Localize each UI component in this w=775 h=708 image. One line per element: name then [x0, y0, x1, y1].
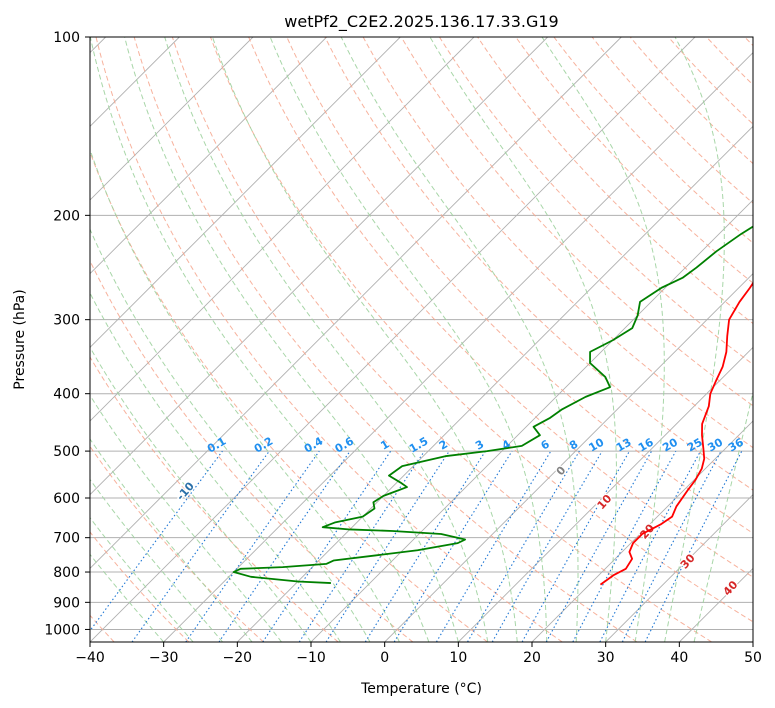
moist-adiabat-line	[124, 37, 459, 642]
y-tick-label: 800	[53, 565, 80, 581]
dry-adiabat-line	[90, 150, 488, 642]
dry-adiabat-line	[171, 37, 712, 642]
dry-adiabat-line	[553, 37, 753, 244]
x-tick-label: 10	[449, 650, 467, 666]
moist-adiabat-line	[90, 346, 312, 642]
moist-adiabat-line	[90, 148, 400, 642]
moist-adiabat-line	[693, 390, 753, 642]
mixing-ratio-line	[90, 450, 223, 632]
temperature-profile-line	[599, 281, 753, 586]
mixing-ratio-line	[185, 450, 320, 642]
y-tick-label: 900	[53, 595, 80, 611]
moist-adiabat-line	[164, 37, 489, 642]
isotherm-line	[90, 37, 254, 201]
dry-adiabat-lines	[90, 37, 753, 642]
y-tick-label: 200	[53, 208, 80, 224]
moist-adiabat-line	[90, 478, 223, 642]
dry-adiabat-line	[248, 37, 753, 578]
dry-adiabat-line	[629, 37, 753, 165]
isotherm-line	[237, 125, 753, 642]
isotherm-line	[90, 37, 548, 496]
x-tick-label: −40	[75, 650, 105, 666]
y-tick-label: 300	[53, 313, 80, 329]
mixing-ratio-line	[262, 450, 392, 642]
mixing-ratio-line	[521, 450, 630, 642]
y-tick-label: 500	[53, 444, 80, 460]
y-axis-ticks: 100 200 300 400 500 600 700 800 900 1000	[44, 30, 90, 638]
isotherm-line	[90, 37, 475, 422]
dry-adiabat-line	[90, 259, 414, 642]
moist-adiabat-line	[664, 37, 725, 642]
x-tick-label: 30	[597, 650, 615, 666]
mixing-ratio-line	[545, 450, 653, 642]
isotherm-line	[163, 52, 753, 642]
dry-adiabat-line	[400, 37, 753, 407]
isotherm-line	[458, 346, 753, 642]
y-tick-label: 1000	[44, 622, 80, 638]
mixing-ratio-line	[325, 450, 450, 642]
moist-adiabat-line	[90, 553, 165, 642]
isotherm-lines	[90, 37, 753, 642]
isotherm-line	[531, 420, 753, 642]
isotherm-line	[384, 273, 753, 642]
moist-adiabat-line	[429, 37, 617, 642]
plot-frame	[89, 36, 754, 643]
mixing-ratio-line	[644, 450, 743, 642]
mixing-ratio-line	[572, 450, 677, 642]
y-tick-label: 100	[53, 30, 80, 46]
moist-adiabat-line	[90, 37, 430, 642]
pressure-gridlines	[90, 37, 753, 630]
x-tick-label: −30	[149, 650, 179, 666]
x-tick-label: 50	[744, 650, 762, 666]
sounding-profiles	[232, 225, 753, 586]
mixing-ratio-line	[393, 450, 513, 642]
isotherm-line	[90, 37, 696, 642]
x-tick-label: 40	[670, 650, 688, 666]
moist-adiabat-line	[211, 37, 518, 642]
moist-adiabat-line	[90, 438, 253, 642]
dry-adiabat-line	[438, 37, 753, 366]
dry-adiabat-line	[362, 37, 753, 449]
x-tick-label: 20	[523, 650, 541, 666]
chart-title: wetPf2_C2E2.2025.136.17.33.G19	[284, 12, 558, 32]
x-axis-label: Temperature (°C)	[360, 681, 482, 697]
x-axis-ticks: −40 −30 −20 −10 0 10 20 30 40 50	[75, 642, 762, 666]
isotherm-line	[90, 37, 327, 275]
dewpoint-profile-line	[232, 225, 753, 584]
moist-adiabat-line	[541, 37, 665, 642]
x-tick-label: 0	[380, 650, 389, 666]
x-tick-label: −10	[296, 650, 326, 666]
mixing-ratio-lines	[90, 450, 743, 642]
mixing-ratio-line	[218, 450, 351, 642]
moist-adiabat-line	[90, 394, 282, 642]
y-axis-label: Pressure (hPa)	[12, 289, 28, 389]
mixing-ratio-line	[131, 450, 270, 642]
dry-adiabat-line	[95, 37, 563, 642]
y-tick-label: 700	[53, 531, 80, 547]
x-tick-label: −20	[223, 650, 253, 666]
dry-adiabat-line	[133, 37, 638, 642]
moist-adiabat-line	[90, 291, 341, 642]
mixing-ratio-line	[298, 450, 425, 642]
dry-adiabat-line	[209, 37, 753, 623]
moist-adiabat-line	[90, 228, 371, 642]
y-tick-label: 600	[53, 491, 80, 507]
moist-adiabat-line	[90, 516, 194, 642]
isotherm-line	[605, 494, 753, 642]
dry-adiabat-line	[90, 531, 190, 642]
isotherm-line	[90, 37, 401, 348]
isotherm-line	[90, 37, 622, 569]
y-tick-label: 400	[53, 387, 80, 403]
moist-adiabat-line	[340, 37, 579, 642]
